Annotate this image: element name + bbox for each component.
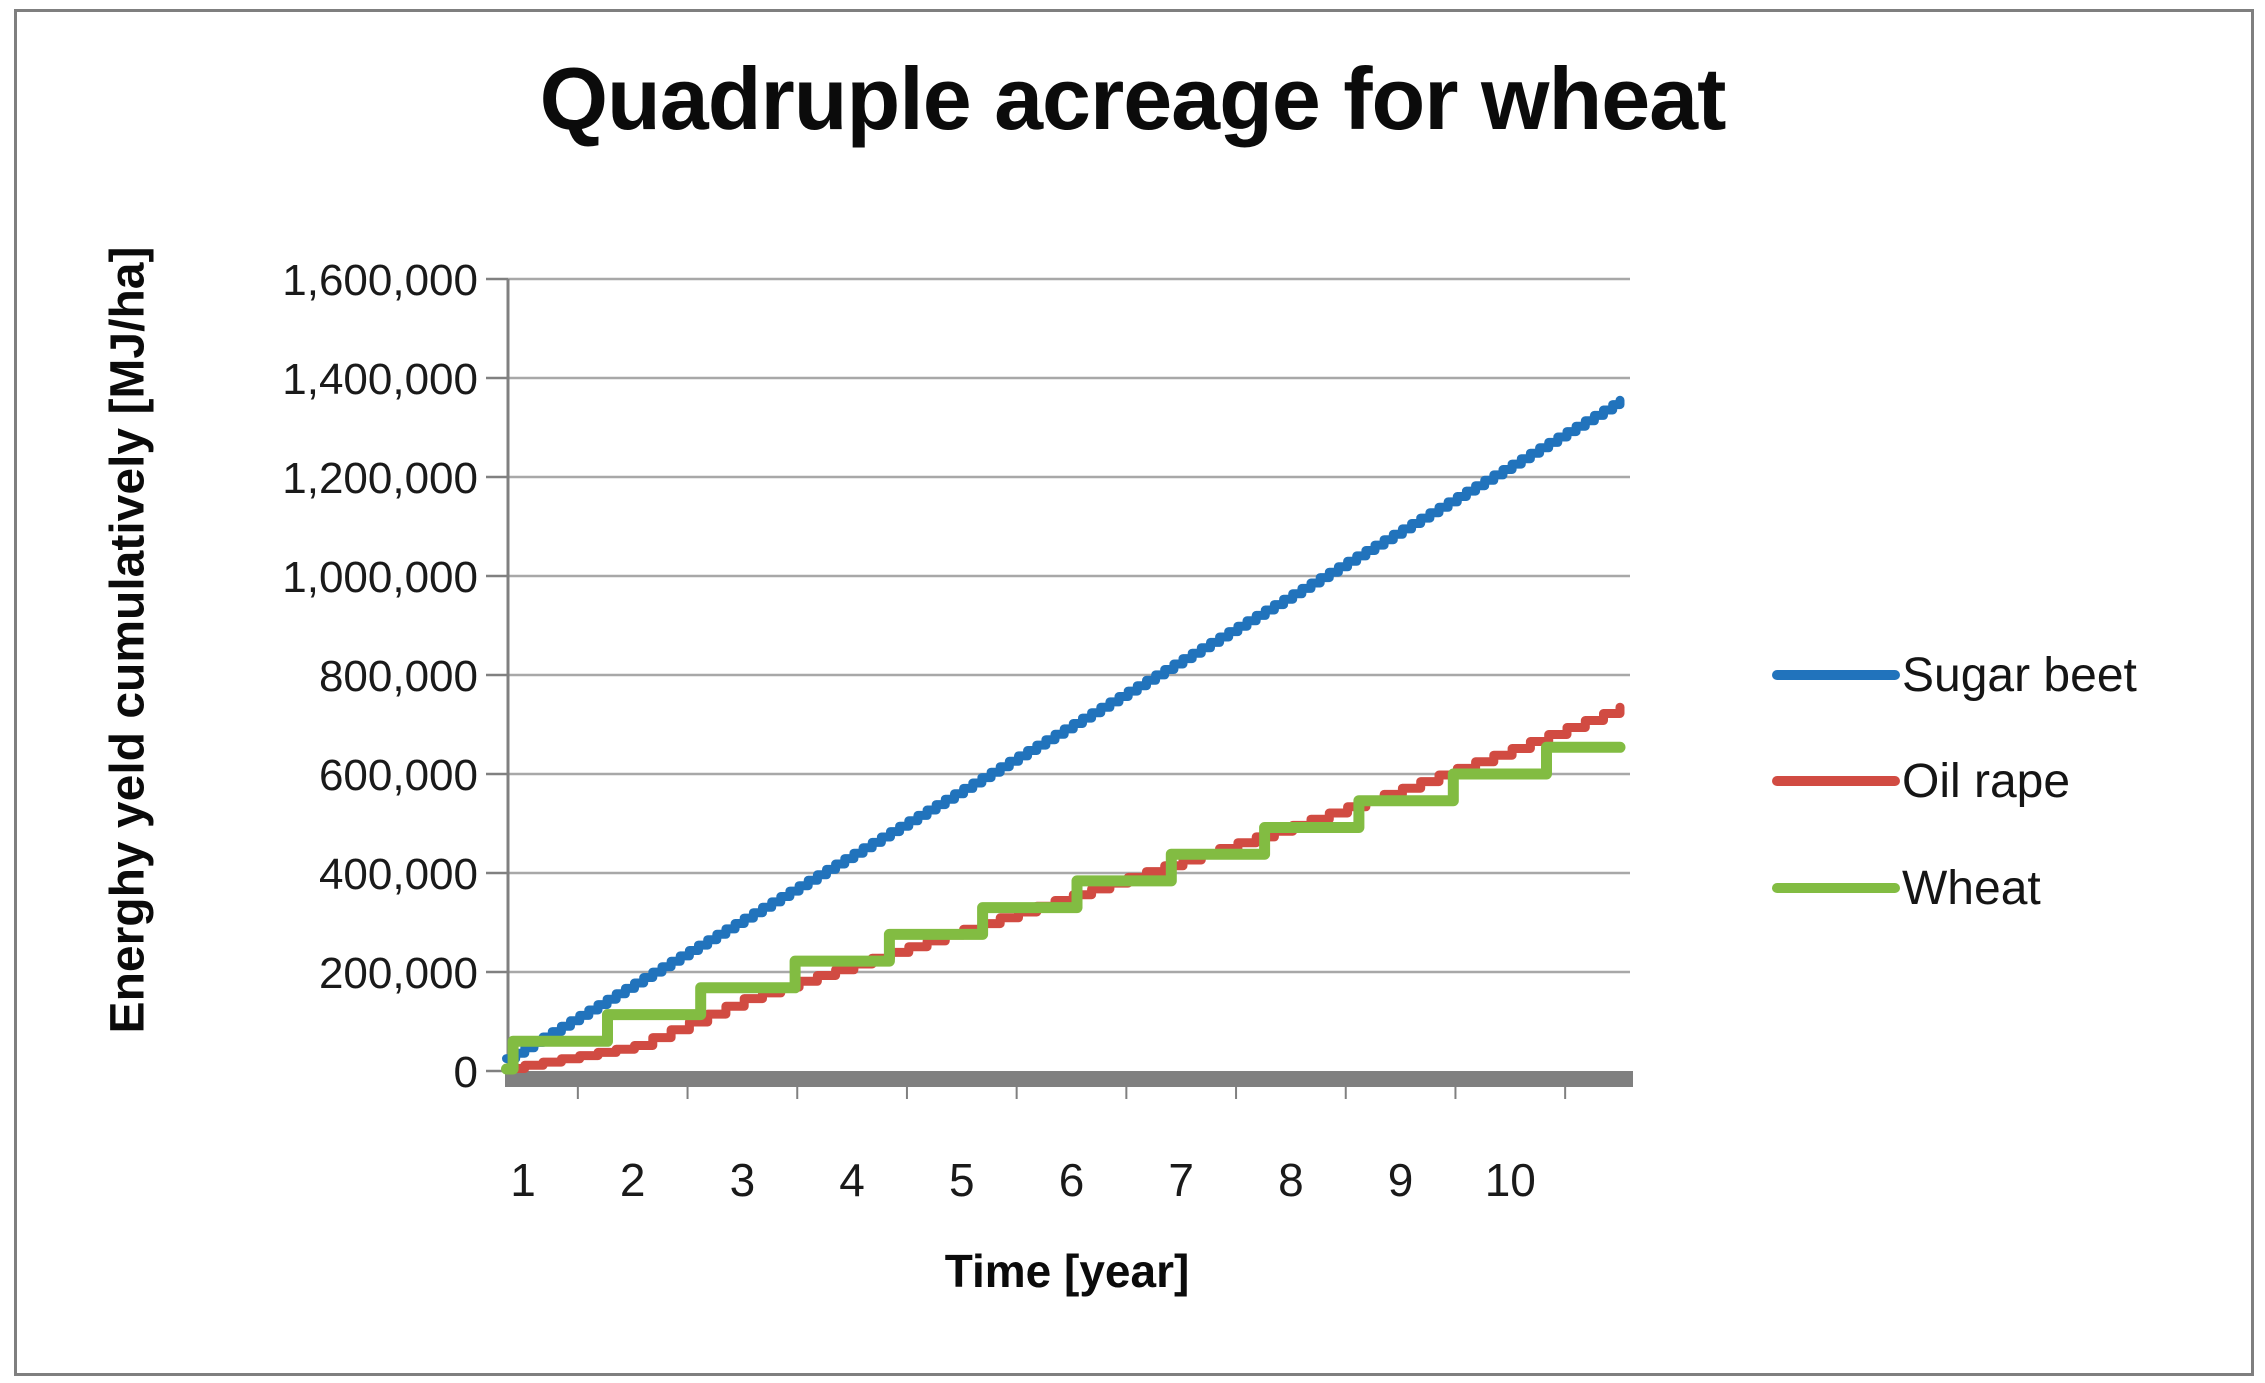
legend-item-oil-rape: Oil rape (1772, 754, 2070, 808)
y-tick-label: 800,000 (319, 652, 478, 701)
chart-title: Quadruple acreage for wheat (539, 49, 1727, 148)
x-tick-label: 5 (949, 1154, 975, 1206)
series-line-wheat (501, 741, 1626, 1075)
y-tick-label: 400,000 (319, 850, 478, 899)
y-tick-label: 200,000 (319, 949, 478, 998)
x-tick-label: 8 (1278, 1154, 1304, 1206)
x-tick-label: 7 (1168, 1154, 1194, 1206)
x-axis-baseline-bar (505, 1071, 1633, 1087)
x-tick-label: 2 (620, 1154, 646, 1206)
legend-item-wheat: Wheat (1772, 861, 2041, 915)
x-tick-label: 9 (1388, 1154, 1414, 1206)
y-tick-label: 0 (454, 1048, 478, 1097)
legend-label: Oil rape (1902, 754, 2071, 808)
legend-line-swatch-wheat (1772, 883, 1900, 893)
x-tick-label: 4 (839, 1154, 865, 1206)
y-tick-label: 1,200,000 (282, 454, 478, 503)
x-tick-label: 10 (1485, 1154, 1536, 1206)
y-tick-label: 600,000 (319, 751, 478, 800)
y-tick-label: 1,600,000 (282, 256, 478, 305)
legend-line-swatch-oil-rape (1772, 776, 1900, 786)
series-line-sugar-beet (502, 395, 1625, 1064)
y-tick-label: 1,400,000 (282, 355, 478, 404)
x-axis-title: Time [year] (944, 1245, 1190, 1297)
legend-item-sugar-beet: Sugar beet (1772, 648, 2137, 702)
legend-label: Wheat (1902, 861, 2041, 915)
x-tick-label: 3 (730, 1154, 756, 1206)
legend-line-swatch-sugar-beet (1772, 670, 1900, 680)
x-tick-label: 1 (510, 1154, 536, 1206)
legend-label: Sugar beet (1902, 648, 2137, 702)
y-tick-label: 1,000,000 (282, 553, 478, 602)
x-tick-label: 6 (1059, 1154, 1085, 1206)
